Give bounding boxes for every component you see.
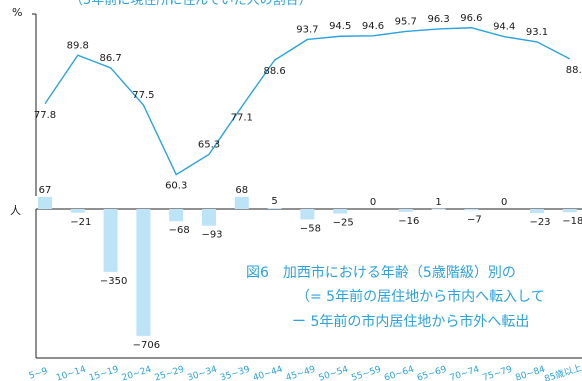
bar <box>464 209 479 211</box>
line-y-axis-unit: % <box>12 6 22 19</box>
bar <box>333 209 348 214</box>
line-chart-axis <box>32 13 37 196</box>
line-data-label: 96.3 <box>427 14 449 25</box>
bar <box>431 208 446 210</box>
line-data-label: 77.8 <box>34 110 56 121</box>
line-data-label: 89.8 <box>67 40 89 51</box>
x-tick-label: 50~54 <box>318 365 350 381</box>
x-tick-label: 55~59 <box>350 365 382 381</box>
line-data-label: 65.3 <box>198 139 220 150</box>
bar <box>300 209 315 220</box>
x-tick-label: 85歳以上 <box>543 361 582 381</box>
line-data-label: 60.3 <box>165 181 187 192</box>
x-tick-label: 5~9 <box>28 366 49 381</box>
line-data-label: 88.6 <box>263 66 285 77</box>
x-tick-label: 65~69 <box>416 365 448 381</box>
line-series: 77.8 89.8 86.7 77.5 60.3 65.3 77.1 88.6 93.7 94.5… <box>34 13 582 192</box>
x-tick-label: 40~44 <box>252 365 284 381</box>
bar-data-label: −58 <box>300 223 321 234</box>
bar-data-label: −23 <box>529 217 550 228</box>
bar <box>136 209 151 336</box>
x-tick-label: 70~74 <box>449 365 481 381</box>
x-axis-tick-labels: 5~9 10~14 15~19 20~24 25~29 30~34 35~39 40~44 45… <box>28 361 582 381</box>
bar-data-label: 0 <box>501 197 507 208</box>
x-tick-label: 75~79 <box>482 365 514 381</box>
bar-data-label: 5 <box>271 196 277 207</box>
bar <box>38 196 52 209</box>
line-data-label: 94.6 <box>362 21 384 32</box>
line-data-label: 77.5 <box>132 90 154 101</box>
bar-data-label: −350 <box>100 276 127 287</box>
bar-y-axis-unit: 人 <box>10 204 21 217</box>
bar-data-label: −68 <box>169 225 190 236</box>
bar-data-label: 68 <box>235 185 248 196</box>
x-tick-label: 80~84 <box>514 365 546 381</box>
bar-series: 67 −21 −350 −706 −68 −93 68 5 −58 −25 0 −16 1 −7 0 −23 −… <box>38 185 582 351</box>
bar <box>267 208 282 209</box>
line-data-label: 94.5 <box>329 21 351 32</box>
bar-data-label: −706 <box>133 340 160 351</box>
x-tick-label: 10~14 <box>55 365 87 381</box>
bar-data-label: −18 <box>562 216 582 227</box>
bar-data-label: 0 <box>370 197 376 208</box>
x-tick-label: 15~19 <box>88 365 120 381</box>
bar <box>398 209 413 212</box>
bar-data-label: −93 <box>201 230 222 241</box>
bar-data-label: −21 <box>70 217 91 228</box>
bar-data-label: −16 <box>398 216 419 227</box>
line-data-label: 88.9 <box>566 65 582 76</box>
line-data-label: 86.7 <box>99 53 121 64</box>
line-data-label: 77.1 <box>231 113 253 124</box>
line-data-label: 96.6 <box>460 13 482 24</box>
bar <box>202 209 216 226</box>
x-tick-label: 35~39 <box>219 365 251 381</box>
bar <box>169 209 184 222</box>
bar-data-label: −25 <box>333 217 354 228</box>
caption-line-1: 図6 加西市における年齢（5歳階級）別の <box>246 264 516 281</box>
bar-data-label: 67 <box>39 185 52 196</box>
line-data-label: 95.7 <box>395 16 417 27</box>
line-data-label: 94.4 <box>493 22 515 33</box>
x-tick-label: 25~29 <box>154 365 186 381</box>
x-tick-label: 60~64 <box>383 365 415 381</box>
line-series-path <box>44 27 571 176</box>
bar <box>234 196 249 209</box>
caption-line-3: ー 5年前の市内居住地から市外へ転出 <box>292 313 529 330</box>
line-data-label: 93.1 <box>526 27 548 38</box>
line-chart-top-text: （5年前に現住所に住んでいた人の割合） <box>70 0 312 8</box>
bar <box>70 209 85 213</box>
x-tick-label: 20~24 <box>121 365 153 381</box>
caption-line-2: （= 5年前の居住地から市内へ転入して <box>296 288 545 305</box>
x-tick-label: 30~34 <box>186 365 218 381</box>
bar <box>530 209 544 214</box>
bar <box>562 209 577 213</box>
x-tick-label: 45~49 <box>285 365 317 381</box>
bar-data-label: 1 <box>435 197 441 208</box>
bar-data-label: −7 <box>467 214 482 225</box>
line-data-label: 93.7 <box>296 24 318 35</box>
bar <box>103 209 118 272</box>
